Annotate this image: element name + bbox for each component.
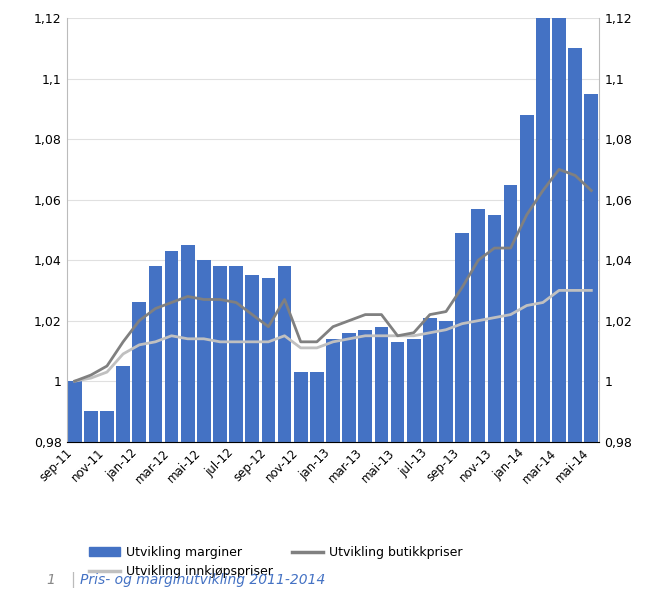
Bar — [197, 260, 210, 605]
Bar — [439, 321, 453, 605]
Bar — [84, 411, 98, 605]
Bar — [213, 266, 227, 605]
Bar — [472, 209, 485, 605]
Bar — [229, 266, 243, 605]
Bar — [310, 372, 324, 605]
Text: Pris- og marginutvikling 2011-2014: Pris- og marginutvikling 2011-2014 — [80, 573, 325, 587]
Bar — [262, 278, 275, 605]
Bar — [520, 115, 533, 605]
Bar — [536, 0, 549, 605]
Bar — [358, 330, 372, 605]
Bar — [423, 318, 437, 605]
Bar — [407, 339, 421, 605]
Bar — [456, 233, 469, 605]
Bar — [391, 342, 404, 605]
Bar — [488, 215, 501, 605]
Bar — [149, 266, 163, 605]
Bar — [552, 0, 566, 605]
Bar — [68, 381, 81, 605]
Bar — [326, 339, 340, 605]
Legend: Utvikling marginer, Utvikling innkjøpspriser, Utvikling butikkpriser: Utvikling marginer, Utvikling innkjøpspr… — [83, 541, 468, 583]
Text: 1: 1 — [47, 573, 55, 587]
Bar — [278, 266, 292, 605]
Bar — [342, 333, 356, 605]
Bar — [133, 302, 146, 605]
Bar — [503, 185, 517, 605]
Bar — [181, 245, 194, 605]
Text: |: | — [70, 572, 75, 588]
Bar — [568, 48, 582, 605]
Bar — [100, 411, 114, 605]
Bar — [117, 366, 130, 605]
Bar — [585, 94, 598, 605]
Bar — [374, 327, 388, 605]
Bar — [165, 251, 178, 605]
Bar — [294, 372, 308, 605]
Bar — [245, 275, 259, 605]
